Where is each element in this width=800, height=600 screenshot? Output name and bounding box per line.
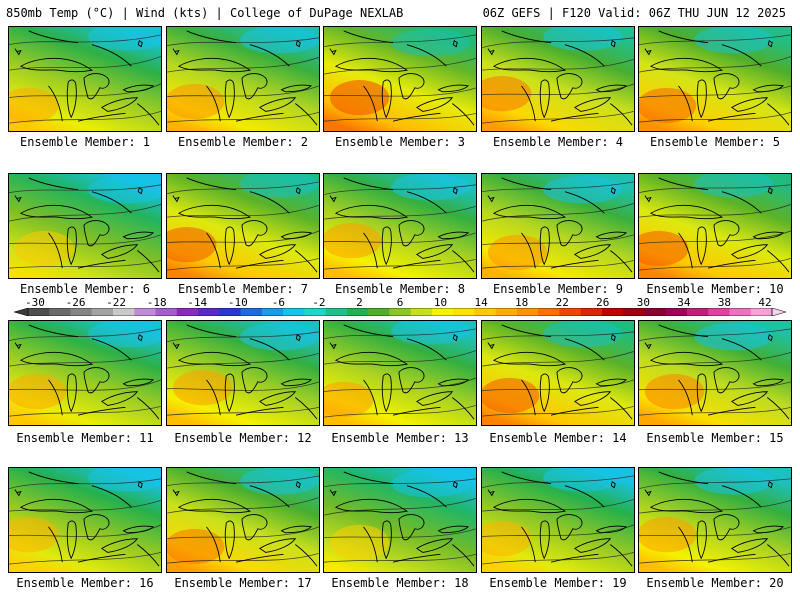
ensemble-map-panel (8, 467, 162, 573)
ensemble-member-label: Ensemble Member: 14 (489, 431, 627, 445)
colorbar-swatch (601, 308, 624, 316)
colorbar-swatch (176, 308, 199, 316)
colorbar-swatch (304, 308, 326, 316)
ensemble-map-panel (8, 26, 162, 132)
ensemble-map-panel (166, 173, 320, 279)
colorbar-swatch (665, 308, 688, 316)
ensemble-map-panel (166, 320, 320, 426)
ensemble-member-label: Ensemble Member: 9 (492, 282, 624, 296)
colorbar-swatch (686, 308, 709, 316)
colorbar-swatch (198, 308, 220, 316)
colorbar-max-arrow (771, 308, 786, 316)
colorbar-swatch (346, 308, 369, 316)
ensemble-member-label: Ensemble Member: 20 (646, 576, 784, 590)
ensemble-map-panel (323, 320, 477, 426)
ensemble-member-label: Ensemble Member: 3 (334, 135, 466, 149)
ensemble-member-label: Ensemble Member: 16 (16, 576, 154, 590)
colorbar-swatch (431, 308, 454, 316)
colorbar-swatch (240, 308, 263, 316)
colorbar-swatch (49, 308, 71, 316)
colorbar-swatch (474, 308, 497, 316)
ensemble-map-panel (8, 173, 162, 279)
colorbar-tick-label: 18 (515, 296, 529, 309)
ensemble-map-panel (8, 320, 162, 426)
colorbar-tick-label: -30 (25, 296, 45, 309)
colorbar-swatch (623, 308, 645, 316)
ensemble-map-panel (166, 467, 320, 573)
colorbar-tick-label: 34 (677, 296, 691, 309)
ensemble-map-panel (638, 173, 792, 279)
colorbar-swatch (559, 308, 582, 316)
colorbar-swatch (261, 308, 284, 316)
colorbar-tick-label: -10 (227, 296, 248, 309)
ensemble-member-label: Ensemble Member: 11 (16, 431, 154, 445)
colorbar-tick-label: -26 (65, 296, 86, 309)
ensemble-map-panel (481, 173, 635, 279)
colorbar-tick-label: 14 (474, 296, 488, 309)
ensemble-member-label: Ensemble Member: 10 (646, 282, 784, 296)
colorbar-swatch (283, 308, 305, 316)
colorbar-tick-label: 26 (596, 296, 610, 309)
ensemble-map-panel (638, 26, 792, 132)
colorbar-swatch (28, 308, 50, 316)
colorbar-swatch (113, 308, 135, 316)
ensemble-member-label: Ensemble Member: 7 (177, 282, 309, 296)
ensemble-member-label: Ensemble Member: 4 (492, 135, 624, 149)
ensemble-map-panel (323, 173, 477, 279)
ensemble-map-panel (481, 320, 635, 426)
colorbar-swatch (708, 308, 730, 316)
colorbar-tick-label: 2 (356, 296, 363, 309)
ensemble-member-label: Ensemble Member: 2 (177, 135, 309, 149)
colorbar-swatch (155, 308, 178, 316)
ensemble-member-label: Ensemble Member: 5 (649, 135, 781, 149)
colorbar-tick-label: -14 (187, 296, 208, 309)
colorbar-swatch (70, 308, 93, 316)
colorbar-swatch (750, 308, 773, 316)
colorbar-swatch (580, 308, 603, 316)
ensemble-map-panel (481, 26, 635, 132)
colorbar-tick-label: 38 (717, 296, 732, 309)
temperature-colorbar (14, 308, 786, 316)
colorbar-tick-label: -2 (312, 296, 326, 309)
ensemble-map-panel (638, 467, 792, 573)
colorbar-tick-label: -6 (271, 296, 285, 309)
colorbar-swatch (538, 308, 560, 316)
ensemble-map-panel (481, 467, 635, 573)
colorbar-swatch (453, 308, 475, 316)
colorbar-swatch (389, 308, 412, 316)
ensemble-member-label: Ensemble Member: 1 (19, 135, 151, 149)
colorbar-swatch (410, 308, 433, 316)
colorbar-swatch (495, 308, 518, 316)
colorbar-tick-label: -22 (106, 296, 127, 309)
ensemble-map-panel (323, 26, 477, 132)
colorbar-swatch (644, 308, 667, 316)
colorbar-swatch (729, 308, 752, 316)
right-header-title: 06Z GEFS | F120 Valid: 06Z THU JUN 12 20… (482, 6, 786, 20)
ensemble-member-label: Ensemble Member: 13 (331, 431, 469, 445)
colorbar-tick-label: 6 (396, 296, 404, 309)
ensemble-member-label: Ensemble Member: 15 (646, 431, 784, 445)
ensemble-member-label: Ensemble Member: 17 (174, 576, 312, 590)
colorbar-tick-label: 42 (758, 296, 772, 309)
colorbar-swatch (91, 308, 114, 316)
colorbar-tick-label: -18 (146, 296, 167, 309)
ensemble-member-label: Ensemble Member: 18 (331, 576, 469, 590)
ensemble-member-label: Ensemble Member: 19 (489, 576, 627, 590)
colorbar-tick-label: 10 (433, 296, 448, 309)
ensemble-map-panel (323, 467, 477, 573)
colorbar-swatch (325, 308, 348, 316)
colorbar-swatch (134, 308, 156, 316)
ensemble-member-label: Ensemble Member: 8 (334, 282, 466, 296)
ensemble-member-label: Ensemble Member: 6 (19, 282, 151, 296)
ensemble-map-panel (638, 320, 792, 426)
colorbar-swatch (219, 308, 241, 316)
colorbar-swatch (516, 308, 539, 316)
colorbar-tick-label: 22 (555, 296, 569, 309)
colorbar-tick-label: 30 (636, 296, 650, 309)
ensemble-map-panel (166, 26, 320, 132)
left-header-title: 850mb Temp (°C) | Wind (kts) | College o… (6, 6, 404, 20)
colorbar-min-arrow (14, 308, 29, 316)
ensemble-member-label: Ensemble Member: 12 (174, 431, 312, 445)
colorbar-swatch (368, 308, 390, 316)
